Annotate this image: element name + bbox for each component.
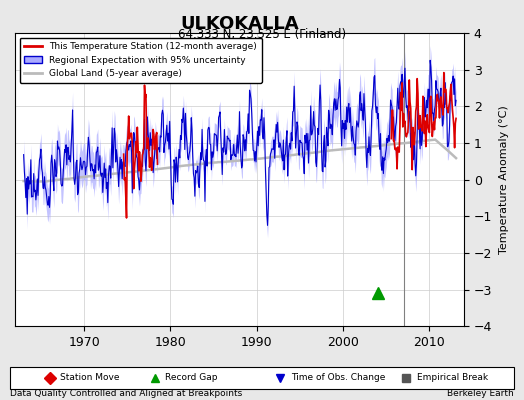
Text: 64.333 N, 23.525 E (Finland): 64.333 N, 23.525 E (Finland) [178,28,346,41]
Text: Time of Obs. Change: Time of Obs. Change [291,374,385,382]
Text: Record Gap: Record Gap [168,374,220,382]
Text: Time of Obs. Change: Time of Obs. Change [293,374,388,382]
Legend: This Temperature Station (12-month average), Regional Expectation with 95% uncer: This Temperature Station (12-month avera… [19,38,261,82]
Text: Data Quality Controlled and Aligned at Breakpoints: Data Quality Controlled and Aligned at B… [10,389,243,398]
Title: ULKOKALLA: ULKOKALLA [180,15,299,33]
Text: Record Gap: Record Gap [165,374,217,382]
Text: Station Move: Station Move [63,374,123,382]
Y-axis label: Temperature Anomaly (°C): Temperature Anomaly (°C) [499,105,509,254]
Text: Berkeley Earth: Berkeley Earth [447,389,514,398]
Text: Empirical Break: Empirical Break [419,374,490,382]
Text: Station Move: Station Move [60,374,120,382]
Text: Empirical Break: Empirical Break [417,374,488,382]
